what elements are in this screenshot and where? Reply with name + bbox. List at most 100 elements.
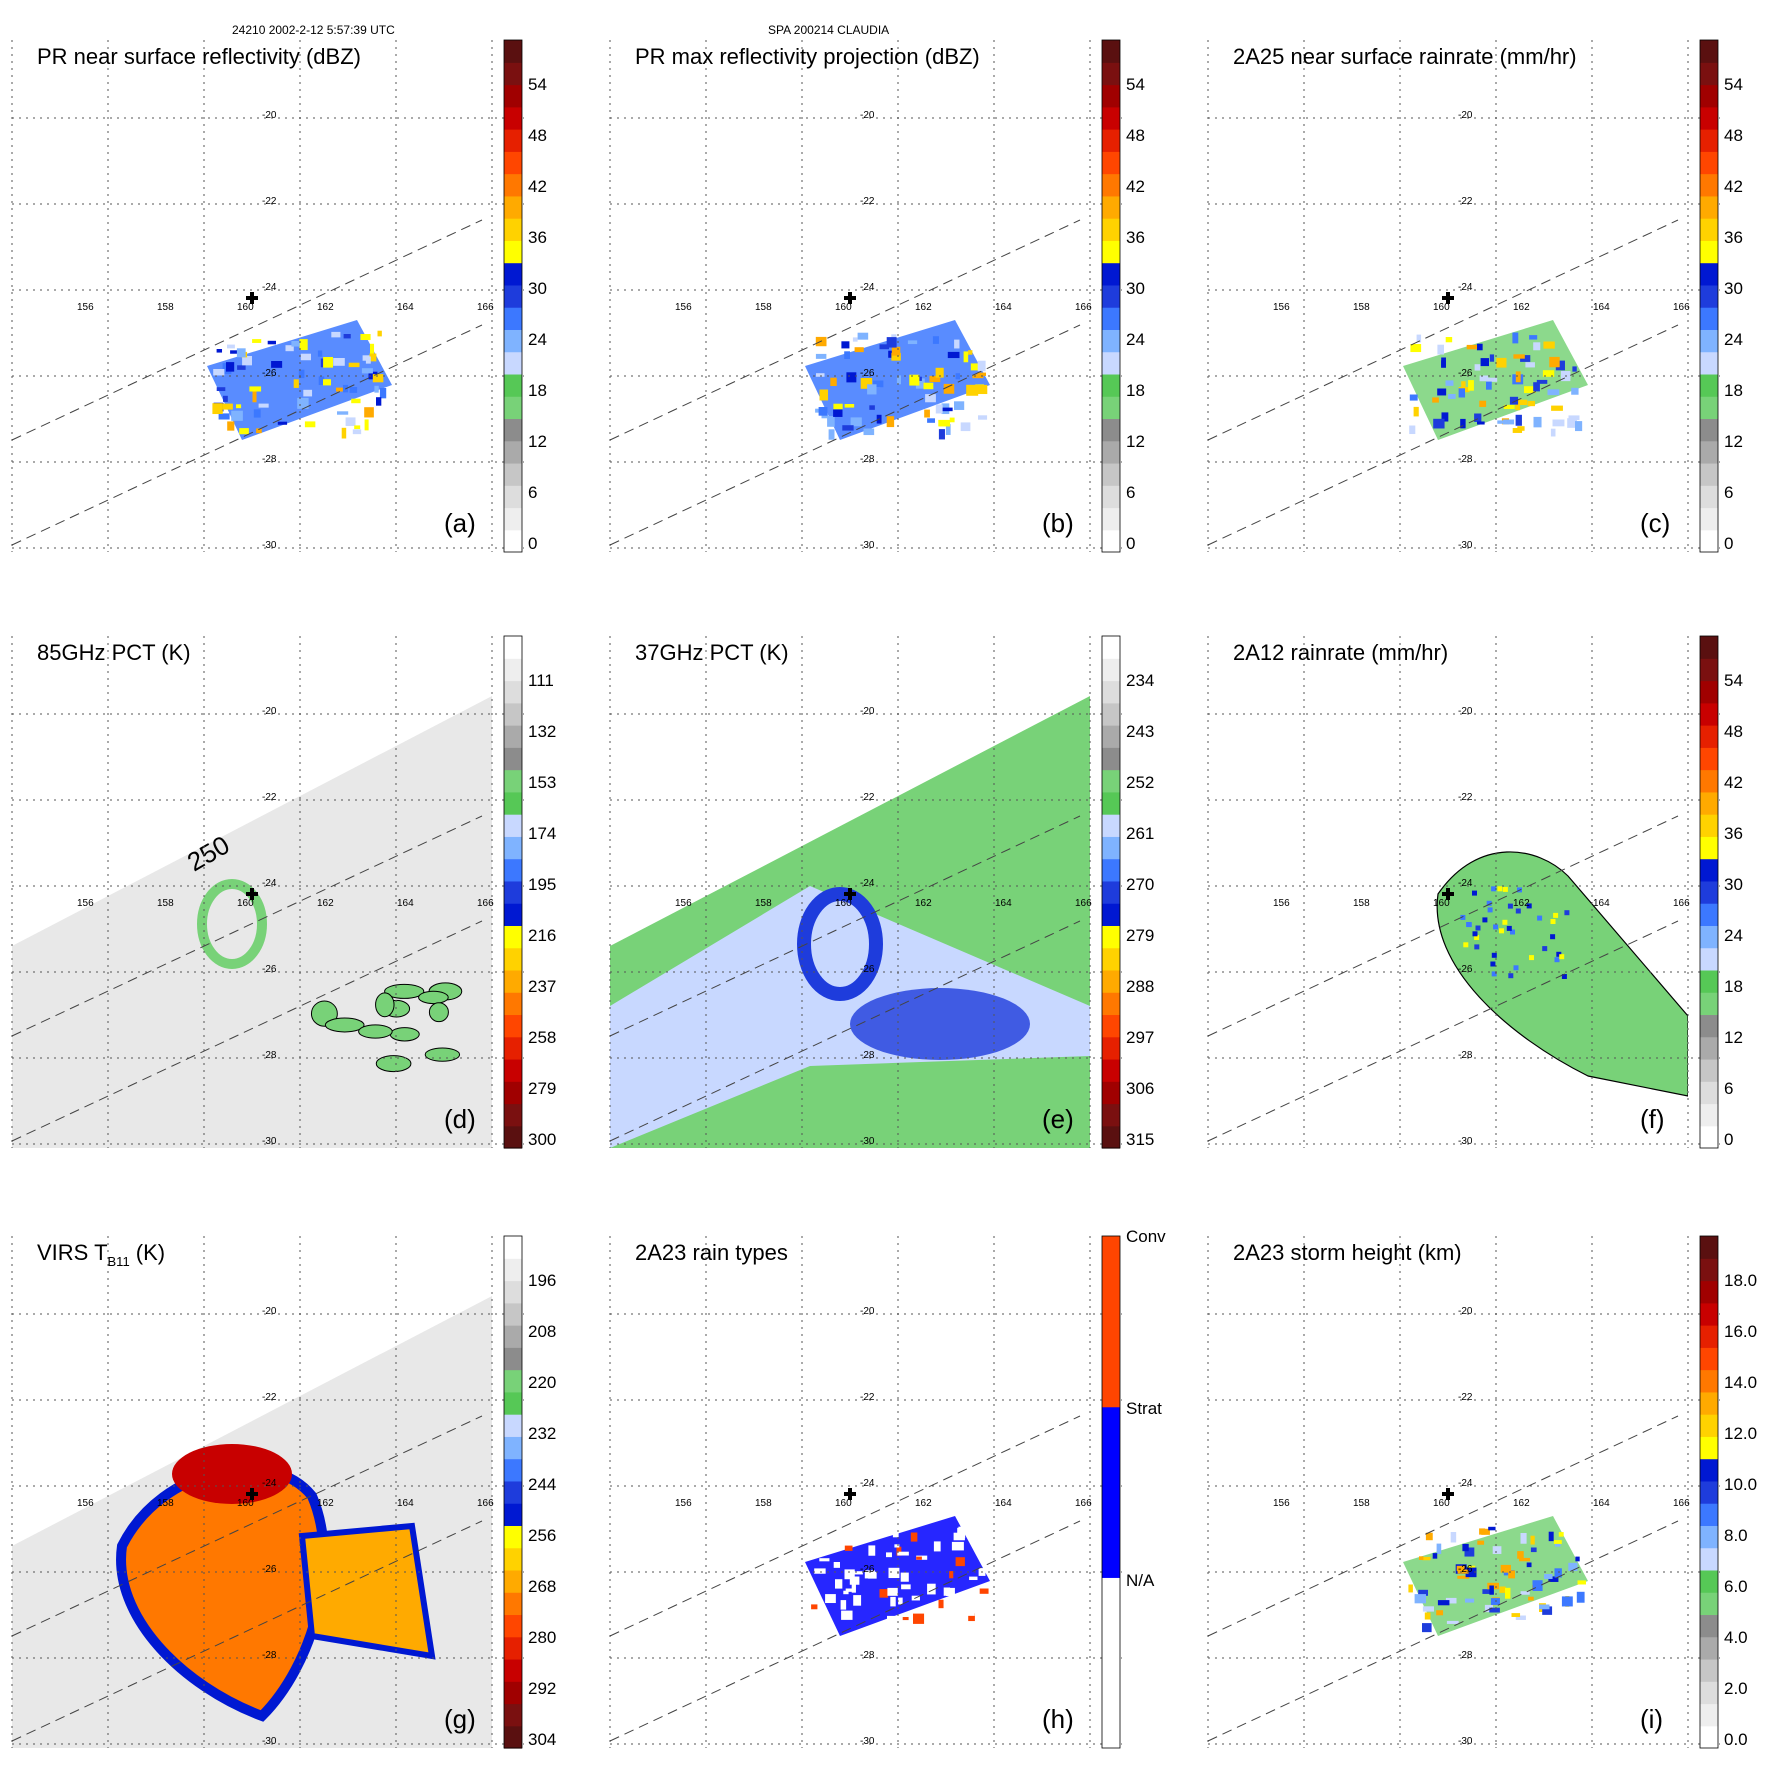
colorbar-tick: 12 <box>528 432 547 451</box>
data-cell <box>819 1558 830 1562</box>
data-cell <box>828 429 835 440</box>
data-cell <box>1445 380 1454 386</box>
data-cell <box>852 1526 859 1532</box>
colorbar-segment <box>504 195 522 219</box>
data-cell <box>1577 1580 1586 1585</box>
lat-tick: -26 <box>1458 368 1473 379</box>
colorbar-segment <box>1102 418 1120 442</box>
data-cell <box>271 361 283 368</box>
colorbar-segment <box>504 262 522 286</box>
colorbar-segment <box>1700 680 1718 704</box>
colorbar-tick: 18 <box>528 381 547 400</box>
data-cell <box>909 374 920 386</box>
colorbar-tick: 8.0 <box>1724 1526 1748 1545</box>
data-cell <box>887 1587 898 1596</box>
colorbar-segment <box>1102 1036 1120 1060</box>
panel-i: 156 158 160 162 164 166 -20 -22 -24 -26 -28 -30 2A23… <box>1207 1235 1757 1749</box>
data-cell <box>365 356 371 364</box>
lat-tick: -26 <box>262 1564 277 1575</box>
storm-center-marker <box>1442 292 1454 304</box>
colorbar-tick: 30 <box>1126 279 1145 298</box>
colorbar-tick: 174 <box>528 824 556 843</box>
data-cell <box>1507 903 1513 909</box>
data-cell <box>913 1613 925 1624</box>
data-cell <box>819 389 829 401</box>
data-cell <box>932 336 939 344</box>
colorbar-tick: 48 <box>1126 126 1145 145</box>
data-cell <box>370 343 375 354</box>
lat-tick: -26 <box>860 368 875 379</box>
data-cell <box>1419 1556 1424 1560</box>
colorbar-tick: 244 <box>528 1475 556 1494</box>
data-cell <box>323 379 331 386</box>
data-cell <box>891 334 897 338</box>
colorbar-segment <box>1700 1592 1718 1616</box>
panel-b: 156 158 160 162 164 166 -20 -22 -24 -26 -28 -30 PR m… <box>609 39 1145 553</box>
data-cell <box>938 419 951 427</box>
data-cell <box>1489 1585 1494 1595</box>
data-cell <box>348 362 360 368</box>
data-cell <box>1492 1546 1502 1554</box>
data-cell <box>1432 1553 1438 1559</box>
colorbar-tick: 36 <box>1724 228 1743 247</box>
data-cell <box>1550 919 1556 924</box>
data-cell <box>291 341 300 347</box>
colorbar-segment <box>504 1503 522 1526</box>
data-cell <box>842 425 854 431</box>
data-cell <box>901 1584 911 1590</box>
data-cell <box>854 347 864 353</box>
colorbar-segment <box>504 1414 522 1437</box>
lat-tick: -26 <box>262 368 277 379</box>
colorbar-segment <box>504 836 522 860</box>
data-cell <box>267 340 276 345</box>
data-cell <box>1491 886 1497 892</box>
colorbar-segment <box>504 1614 522 1638</box>
data-cell <box>902 1617 909 1621</box>
data-cell <box>1536 379 1548 384</box>
swath-edge <box>1207 324 1679 546</box>
colorbar-segment <box>504 880 522 904</box>
colorbar-segment <box>1700 1347 1718 1371</box>
colorbar-segment <box>504 1703 522 1727</box>
lat-tick: -30 <box>262 1136 277 1147</box>
lat-tick: -26 <box>262 964 277 975</box>
storm-center-marker <box>844 888 856 900</box>
eyewall <box>197 879 267 969</box>
data-cell <box>1520 1533 1527 1544</box>
colorbar-segment <box>1102 1125 1120 1149</box>
colorbar-tick: 132 <box>528 722 556 741</box>
data-cell <box>943 1587 951 1596</box>
colorbar-segment <box>504 351 522 375</box>
lon-tick: 156 <box>675 302 692 313</box>
data-cell <box>1437 388 1447 396</box>
data-cell <box>1460 418 1466 429</box>
data-cell <box>1553 1540 1562 1544</box>
colorbar-segment <box>504 947 522 971</box>
lon-tick: 164 <box>397 1498 414 1509</box>
colorbar-segment <box>1700 129 1718 152</box>
data-cell <box>844 404 855 408</box>
colorbar-segment <box>1700 462 1718 486</box>
convective-cell <box>418 990 449 1005</box>
colorbar-segment <box>1700 440 1718 464</box>
data-cell <box>226 362 235 372</box>
colorbar-segment <box>1700 836 1718 860</box>
data-cell <box>896 375 902 385</box>
data-cell <box>1489 354 1495 362</box>
colorbar-segment <box>1102 725 1120 748</box>
data-cell <box>1450 1532 1457 1543</box>
data-cell <box>1544 1574 1553 1579</box>
pr-swath <box>207 320 392 440</box>
data-cell <box>1503 419 1515 425</box>
data-cell <box>977 372 987 376</box>
colorbar-segment <box>1102 262 1120 286</box>
data-cell <box>1445 337 1453 343</box>
colorbar-tick: 6.0 <box>1724 1577 1748 1596</box>
data-cell <box>249 386 262 392</box>
data-cell <box>1493 924 1499 930</box>
data-cell <box>1517 1551 1524 1559</box>
data-cell <box>929 375 941 383</box>
data-cell <box>1477 421 1485 425</box>
lon-tick: 164 <box>995 898 1012 909</box>
data-cell <box>946 1587 955 1596</box>
